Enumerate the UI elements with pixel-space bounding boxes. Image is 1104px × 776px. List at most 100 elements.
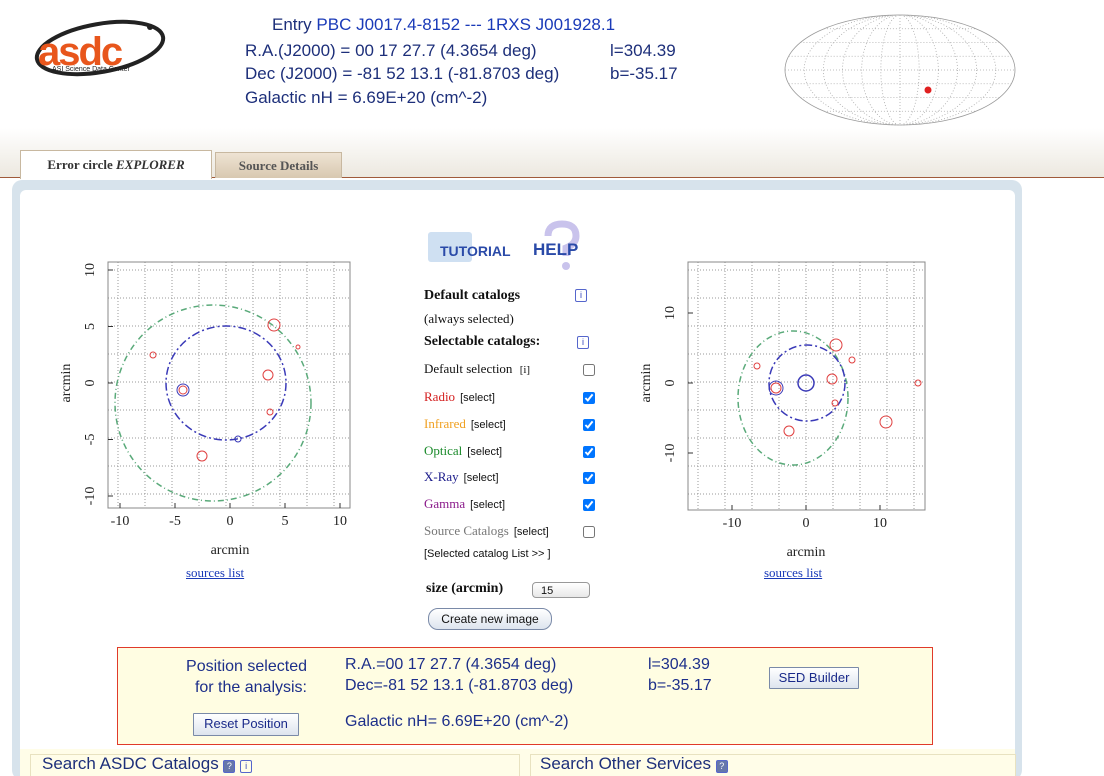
help-icon[interactable]: ? <box>715 760 728 773</box>
checkbox[interactable] <box>583 472 595 485</box>
tab[interactable]: Error circle EXPLORER <box>20 150 212 179</box>
help-link[interactable]: HELP <box>533 240 579 259</box>
search-other-title: Search Other Services <box>540 754 712 773</box>
search-section <box>30 754 520 776</box>
size-value: 15 <box>541 585 554 597</box>
info-icon[interactable]: i <box>575 289 587 302</box>
sky-meridian <box>880 14 920 126</box>
x-tick-label: 5 <box>282 514 289 529</box>
help-icon[interactable]: ? <box>223 760 236 773</box>
y-tick-label: -10 <box>663 444 678 463</box>
y-tick-label: 10 <box>83 263 98 277</box>
source <box>879 415 893 429</box>
catalog-select-link[interactable]: [select] <box>470 418 506 431</box>
checkbox[interactable] <box>583 445 595 458</box>
selected-list-link[interactable]: [Selected catalog List >> ] <box>424 548 551 560</box>
position-l: l=304.39 <box>648 656 710 673</box>
catalog-row: Optical [select] <box>424 443 502 459</box>
sources-link[interactable]: sources list <box>186 565 245 580</box>
sky-position <box>924 86 932 94</box>
header-dec: Dec (J2000) = -81 52 13.1 (-81.8703 deg) <box>245 64 560 83</box>
catalog-select-link[interactable]: [select] <box>513 526 549 538</box>
header-l: l=304.39 <box>610 41 676 60</box>
source <box>234 435 242 443</box>
error-circle-plot: -10 0 10 10 0 -10 arcmin arcmin <box>639 261 926 560</box>
logo-dot <box>147 24 153 30</box>
entry-line: Entry PBC J0017.4-8152 --- 1RXS J001928.… <box>272 15 615 35</box>
catalog-select-link[interactable]: [select] <box>460 392 495 404</box>
catalog-name: Infrared <box>424 415 466 431</box>
y-tick-label: -5 <box>83 434 98 446</box>
error-circle-plot: -10 -5 0 5 10 10 5 0 -5 -10 arcmin arcmin <box>59 261 351 558</box>
x-tick-label: -10 <box>111 514 130 529</box>
help-icon <box>544 220 580 256</box>
source <box>829 338 843 352</box>
position-label-line: Position selected <box>186 658 307 675</box>
info-icon[interactable]: i <box>240 760 253 773</box>
checkbox[interactable] <box>583 364 595 376</box>
catalog-select-link[interactable]: [select] <box>470 499 506 512</box>
tutorial-link[interactable]: TUTORIAL <box>440 243 511 259</box>
catalog-select-link[interactable]: [select] <box>467 445 503 458</box>
position-label-line: for the analysis: <box>194 679 307 696</box>
plot-frame <box>107 261 351 509</box>
book-icon <box>428 232 472 262</box>
entry-name[interactable]: PBC J0017.4-8152 --- 1RXS J001928.1 <box>316 15 616 34</box>
position-label: Position selected for the analysis: <box>120 656 307 698</box>
source <box>797 374 815 392</box>
search-other: Search Other Services ? <box>540 754 728 774</box>
create-image-button[interactable]: Create new image <box>428 608 552 630</box>
default-selection-info[interactable]: [i] <box>519 364 531 376</box>
tab[interactable]: Source Details <box>215 152 342 178</box>
catalog-name: Gamma <box>424 496 466 512</box>
source <box>914 379 922 387</box>
checkbox[interactable] <box>583 526 595 538</box>
always-selected: (always selected) <box>424 311 514 326</box>
sky-meridian <box>822 14 978 126</box>
error-ellipse <box>165 325 287 441</box>
search-area <box>20 749 1015 776</box>
info-icon[interactable]: i <box>577 336 589 349</box>
default-catalogs: Default catalogs <box>424 288 521 303</box>
source <box>826 373 838 385</box>
catalog-row: Gamma [select] <box>424 496 505 512</box>
source <box>176 383 190 397</box>
logo-ring <box>34 19 166 77</box>
help-icon-dot <box>562 262 570 270</box>
x-tick-label: 0 <box>227 514 234 529</box>
error-ellipse <box>737 330 849 466</box>
selectable-catalogs: Selectable catalogs: <box>424 334 541 349</box>
position-nh: Galactic nH= 6.69E+20 (cm^-2) <box>345 713 569 730</box>
logo-text: asdc <box>38 30 123 74</box>
x-tick-label: 10 <box>873 516 887 531</box>
position-dec: Dec=-81 52 13.1 (-81.8703 deg) <box>345 677 574 694</box>
checkbox[interactable] <box>583 392 595 404</box>
source <box>262 369 274 381</box>
size-label: size (arcmin) <box>426 581 504 596</box>
x-tick-label: 0 <box>803 516 810 531</box>
checkbox[interactable] <box>583 499 595 512</box>
error-ellipse <box>114 304 312 502</box>
sed-builder-button[interactable]: SED Builder <box>769 667 859 689</box>
position-ra: R.A.=00 17 27.7 (4.3654 deg) <box>345 656 557 673</box>
size-select[interactable]: 15 <box>532 582 590 598</box>
x-tick-label: 10 <box>333 514 347 529</box>
position-b: b=-35.17 <box>648 677 712 694</box>
default-selection: Default selection [i] <box>424 361 530 377</box>
catalog-row: Source Catalogs [select] <box>424 523 549 539</box>
sources-link[interactable]: sources list <box>764 565 823 580</box>
logo-subtitle: ASI Science Data Center <box>52 66 130 73</box>
source <box>768 380 784 396</box>
y-tick-label: 5 <box>83 323 98 330</box>
source <box>178 385 188 395</box>
catalog-name: X-Ray <box>424 469 459 485</box>
source <box>753 362 761 370</box>
catalog-row: Radio [select] <box>424 389 495 405</box>
checkbox[interactable] <box>583 418 595 431</box>
reset-position-button[interactable]: Reset Position <box>193 713 299 736</box>
x-tick-label: -10 <box>723 516 742 531</box>
source <box>196 450 208 462</box>
catalog-select-link[interactable]: [select] <box>463 472 499 485</box>
entry-label: Entry <box>272 15 312 34</box>
search-section <box>530 754 1016 776</box>
